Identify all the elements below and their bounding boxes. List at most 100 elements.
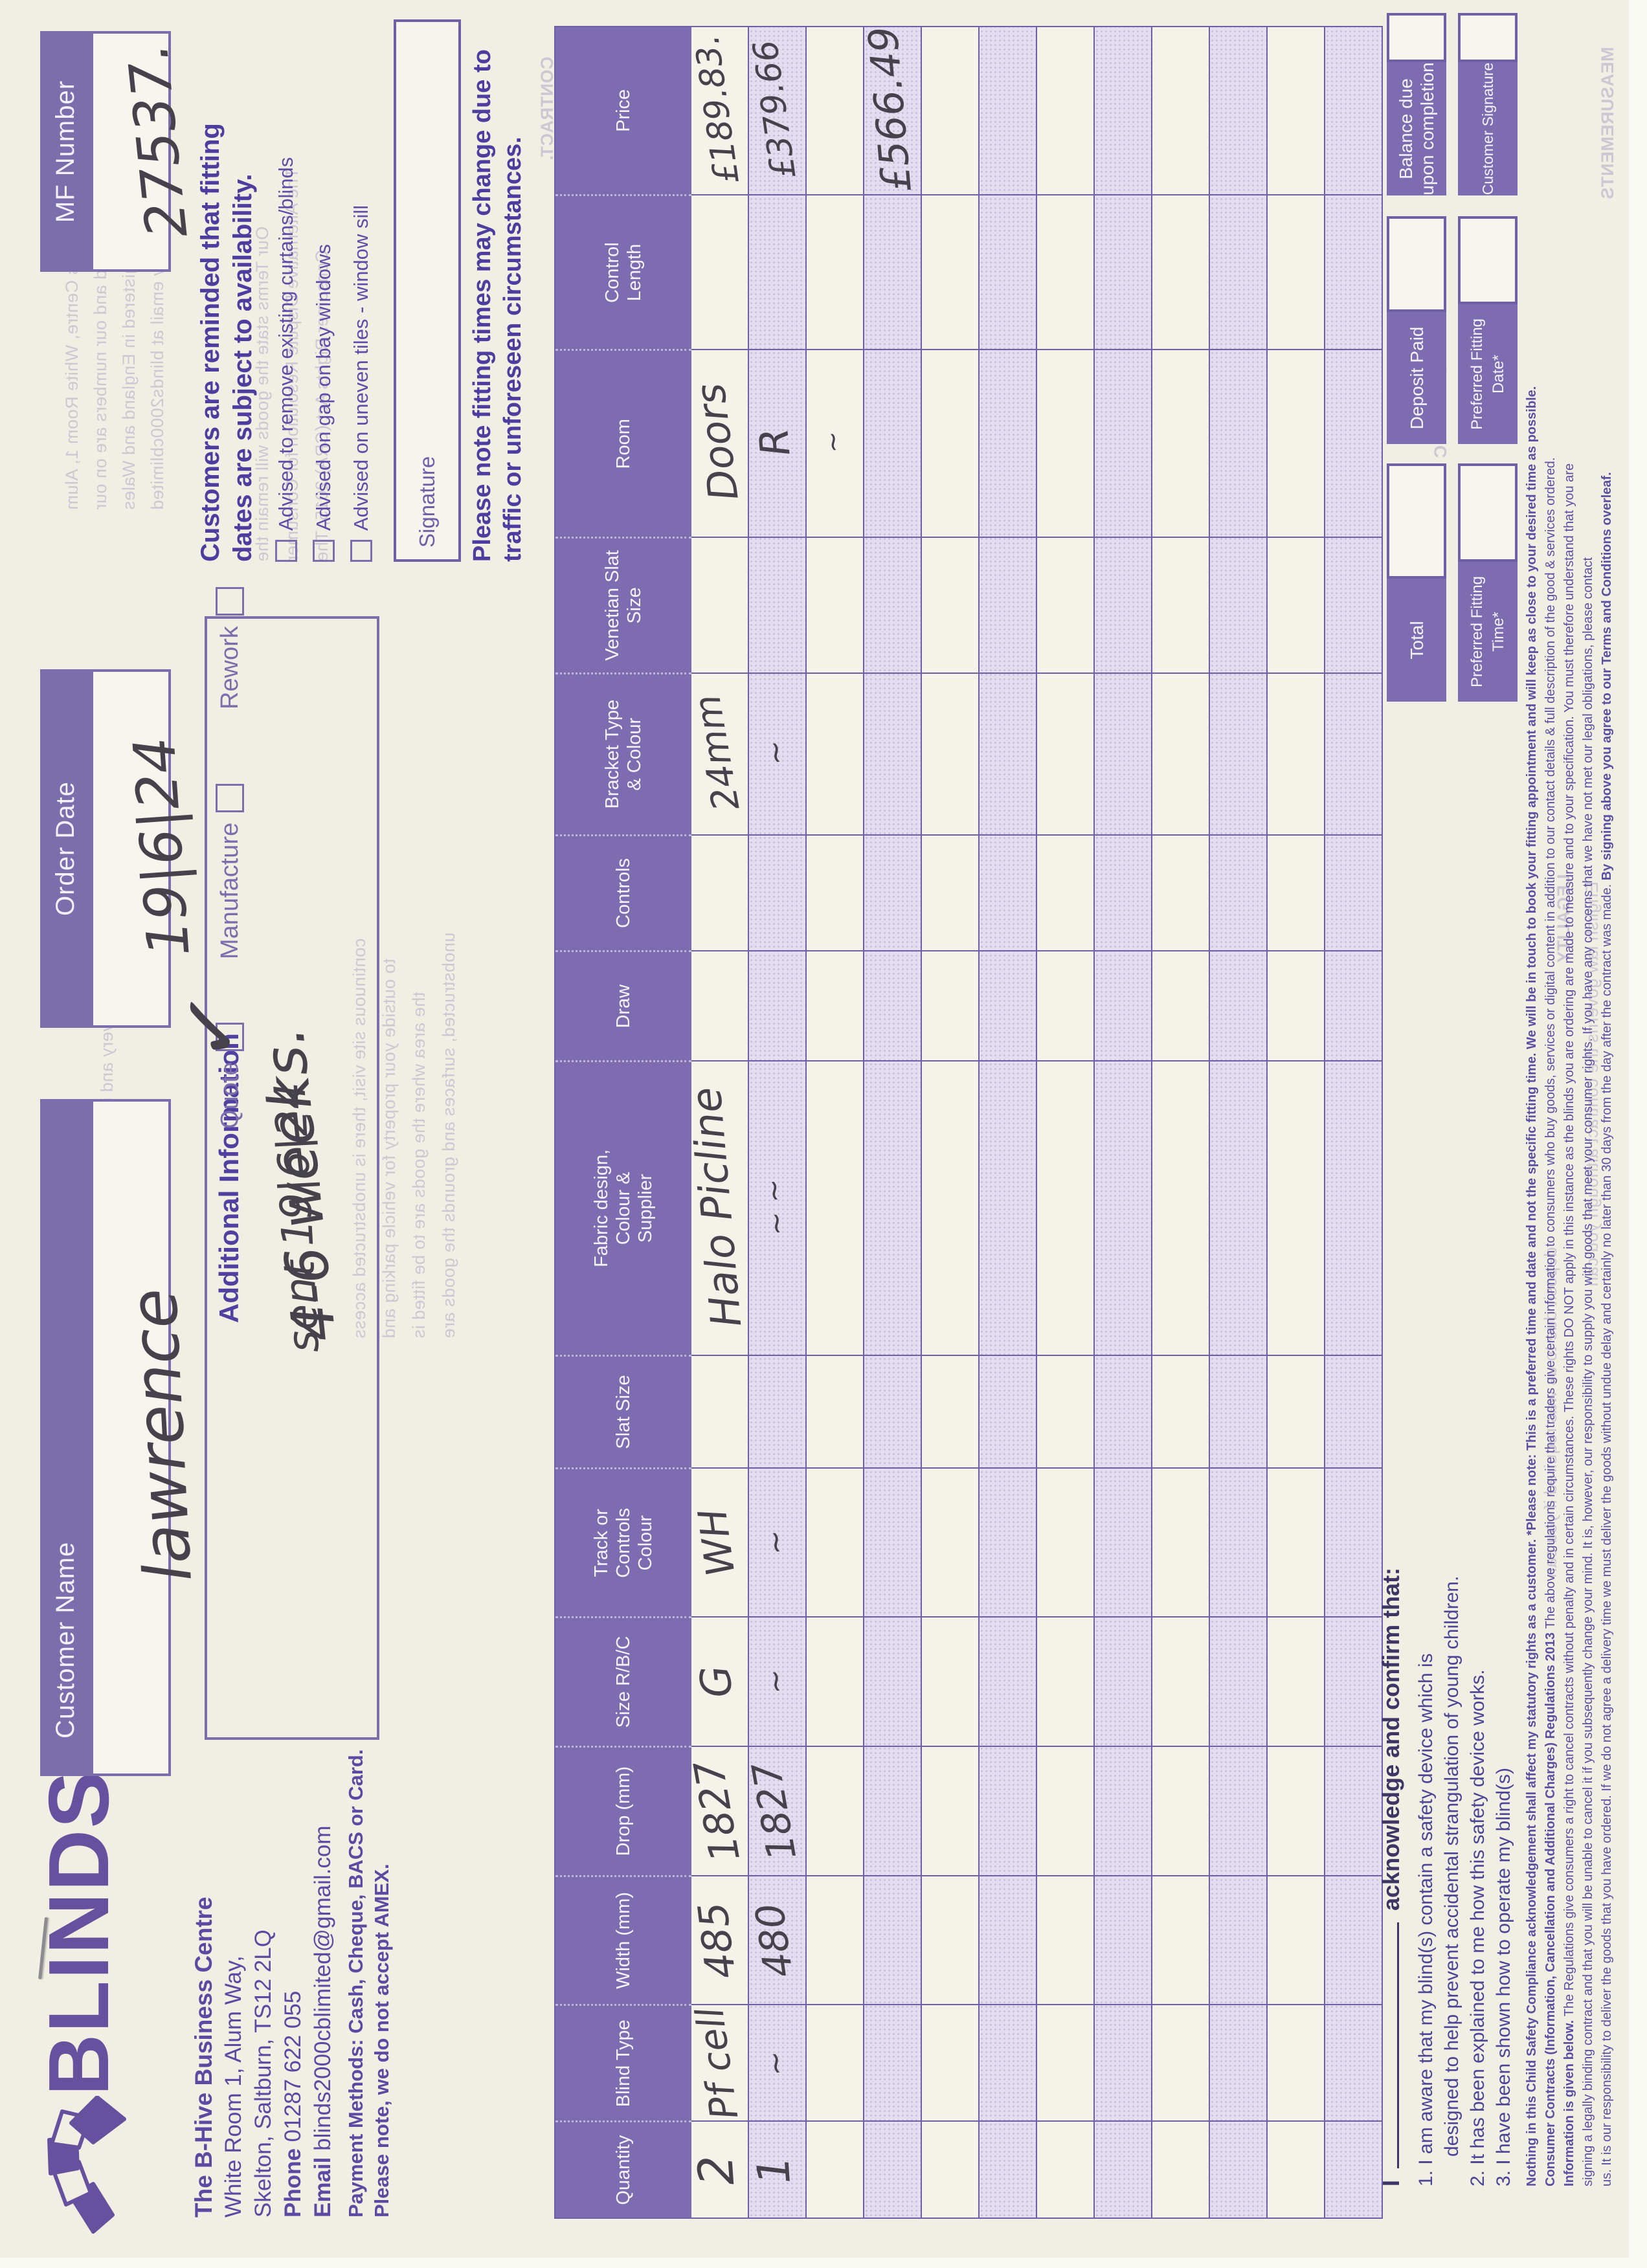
table-cell [1268,2004,1324,2121]
table-cell [1210,194,1266,350]
table-cell [1152,194,1209,350]
table-cell [807,1616,863,1746]
table-cell [1037,672,1093,834]
table-cell [980,537,1036,673]
handwritten-entry: R [750,426,800,458]
table-cell [1037,1354,1093,1468]
table-cell [1095,834,1151,951]
table-header-width-mm-: Width (mm) [555,1874,691,2005]
table-row [807,27,864,2218]
handwritten-entry: WH [689,1506,745,1579]
table-cell [1325,672,1382,834]
table-cell [1325,1745,1382,1875]
table-cell [864,349,921,537]
table-cell [980,1060,1036,1355]
terms-and-conditions: Nothing in this Child Safety Compliance … [1523,12,1617,2186]
table-cell [1037,2004,1093,2121]
handwritten-entry: ~ [756,739,794,767]
table-cell [1095,27,1151,194]
table-cell [1268,349,1324,537]
preferred-fitting-time-field [1458,463,1518,562]
table-cell [864,2004,921,2121]
order-table: Quantity Blind Type Width (mm) Drop (mm) Siz… [554,25,1383,2219]
terms-segment: The Regulations give consumers a right t… [1562,463,1576,2017]
table-cell [1152,1874,1209,2005]
table-cell [864,537,921,673]
table-cell [1095,1616,1151,1746]
table-cell [749,194,805,350]
checklist-label: Advised on gap on bay windows [312,244,335,531]
table-cell [922,672,978,834]
table-cell [922,1616,978,1746]
table-cell [749,537,805,673]
reminder-checklist-item: Advised to remove existing curtains/blin… [274,157,298,562]
acknowledgement-line: 1. I am aware that my blind(s) contain a… [1415,1653,1437,2186]
table-cell [691,950,748,1061]
order-date-label: Order Date [40,669,91,1028]
table-cell [1268,1354,1324,1468]
table-cell [922,1745,978,1875]
handwritten-entry: ~ [817,430,849,454]
table-row [749,27,807,2218]
handwritten-entry: ~ ~ [756,1177,794,1238]
table-cell [922,2120,978,2218]
quote-tick-handwriting: ✓ [157,983,265,1069]
table-cell [807,1745,863,1875]
table-cell [1268,1745,1324,1875]
handwritten-entry: ~ [756,2049,794,2078]
table-cell [1037,1467,1093,1617]
preferred-fitting-time-label: Preferred Fitting Time* [1458,562,1518,702]
checkbox-icon [350,540,372,562]
acknowledgement-line: designed to help prevent accidental stra… [1441,1575,1462,2157]
table-cell [1152,834,1209,951]
table-cell [1268,950,1324,1061]
status-option-rework: Rework [216,587,244,709]
table-header-price: Price [613,89,634,132]
table-cell [864,834,921,951]
terms-line: Information is given below. The Regulati… [1560,12,1579,2186]
table-header-fabric-design-colour-supplier: Fabric design, Colour & Supplier [555,1060,691,1355]
table-cell [1152,1467,1209,1617]
table-cell [864,1745,921,1875]
customer-signature-field [1458,13,1518,62]
table-header-drop-mm-: Drop (mm) [555,1745,691,1875]
table-cell [1210,672,1266,834]
table-row [1325,27,1383,2218]
table-row [1268,27,1325,2218]
table-cell [980,2004,1036,2121]
table-cell [1152,1745,1209,1875]
table-cell [980,349,1036,537]
address-line2: Skelton, Saltburn, TS12 2LQ [251,1929,276,2218]
ghost-text: unobstructed, surfaces and grounds the g… [439,932,458,1339]
acknowledgement-heading: Iacknowledge and confirm that: [1378,1567,1404,2186]
table-cell [1037,1874,1093,2005]
table-cell [980,1745,1036,1875]
order-date-group: Order Date 19|6|24 [40,669,203,1028]
email-address: blinds2000cblimited@gmail.com [310,1825,335,2151]
terms-segment: Consumer Contracts (Information, Cancell… [1543,1629,1558,2186]
table-cell [1037,2120,1093,2218]
table-cell [1037,950,1093,1061]
table-cell [980,1354,1036,1468]
table-cell [807,27,863,194]
table-cell [1210,349,1266,537]
fitting-times-note: Please note fitting times may change due… [469,49,526,562]
acknowledgement-name-blank [1378,1922,1399,2168]
table-cell [1095,950,1151,1061]
balance-due-label: Balance due upon completion [1387,62,1446,195]
table-cell [1152,672,1209,834]
phone-line: Phone 01287 622 055 [280,1990,306,2218]
table-cell [1095,194,1151,350]
table-cell [807,1354,863,1468]
table-cell [807,950,863,1061]
reminder-heading: Customers are reminded that fitting date… [196,123,257,562]
table-cell [864,1874,921,2005]
phone-number: 01287 622 055 [280,1990,306,2142]
table-cell [922,834,978,951]
table-cell [922,349,978,537]
table-cell [980,194,1036,350]
table-cell [1095,2120,1151,2218]
table-cell [1037,27,1093,194]
